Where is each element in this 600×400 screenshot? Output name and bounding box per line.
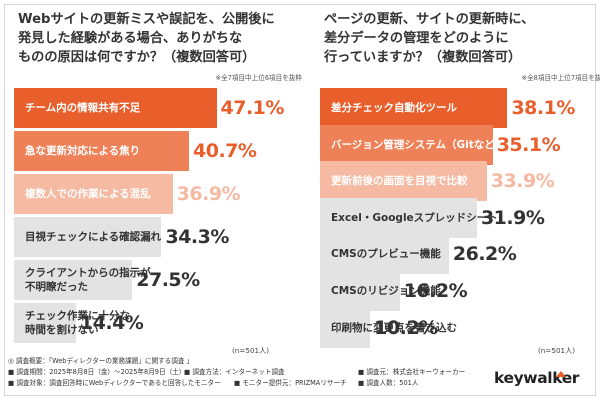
left-bar (14, 88, 217, 128)
right-bar-row: CMSのリビジョン機能 16.2% (320, 271, 600, 311)
left-bar-category-label: チェック作業に十分な 時間を割けない (25, 310, 130, 336)
survey-sponsor: ■ 調査元：株式会社キーウォーカー (358, 367, 466, 376)
left-bar-category-label: 急な更新対応による焦り (25, 145, 141, 157)
right-bar-value-label: 38.1% (511, 97, 575, 119)
survey-provider: ■ モニター提供元：PRIZMAリサーチ (234, 378, 347, 387)
right-bar-value-label: 31.9% (480, 206, 545, 229)
survey-title: ◎ 調査概要：「Webディレクターの業務課題」に関する調査 」 (8, 357, 194, 365)
right-bar-category-label: CMSのプレビュー機能 (331, 248, 441, 261)
left-chart-panel: Webサイトの更新ミスや誤記を、公開後に 発見した経験がある場合、ありがちな も… (14, 0, 304, 355)
keywalker-logo: keywalker (494, 369, 580, 387)
left-bar-row: 急な更新対応による焦り 40.7% (14, 131, 304, 171)
right-bar (320, 88, 508, 128)
logo-arrow-icon (556, 371, 566, 377)
right-note: ※全8項目中上位7項目を抜粋 (521, 74, 600, 82)
right-bar-row: バージョン管理システム（Gitなど） 35.1% (320, 124, 600, 165)
survey-footer: ◎ 調査概要：「Webディレクターの業務課題」に関する調査 」 ■ 調査期間：2… (8, 356, 488, 388)
right-bar-value-label: 35.1% (496, 133, 561, 156)
left-n-label: (n=501人) (232, 346, 270, 355)
right-bar-row: 差分チェック自動化ツール 38.1% (320, 88, 600, 128)
survey-method: ■ 調査方法：インターネット調査 (184, 367, 285, 376)
right-bar-row: Excel・Googleスプレッドシート 31.9% (320, 197, 600, 238)
left-bar (14, 217, 162, 257)
left-bar-value-label: 14.4% (79, 312, 144, 334)
right-bar (320, 161, 487, 202)
right-bar-category-label: CMSのリビジョン機能 (331, 285, 441, 297)
survey-target: ■ 調査対象：調査回答時にWebディレクターであると回答したモニター (8, 378, 221, 387)
left-bar-category-label: クライアントからの指示が 不明瞭だった (25, 267, 151, 293)
left-bar-category-label: チーム内の情報共有不足 (25, 102, 141, 114)
right-bar-row: 更新前後の画面を目視で比較 33.9% (320, 161, 600, 202)
right-chart-panel: ページの更新、サイトの更新時に、 差分データの管理をどのように 行っていますか？… (320, 0, 600, 355)
right-bar-category-label: Excel・Googleスプレッドシート (331, 211, 498, 224)
right-bar-category-label: 更新前後の画面を目視で比較 (331, 175, 468, 188)
left-bar-value-label: 40.7% (193, 140, 257, 162)
right-bar-value-label: 10.2% (374, 316, 438, 339)
right-bar (320, 271, 400, 311)
left-bar-value-label: 27.5% (136, 269, 200, 291)
left-bar-category-label: 目視チェックによる確認漏れ (25, 231, 162, 243)
left-bar-row: チーム内の情報共有不足 47.1% (14, 88, 304, 128)
right-bar (320, 307, 371, 348)
right-bar (320, 124, 493, 165)
right-bar-value-label: 26.2% (452, 243, 517, 266)
left-bar-value-label: 34.3% (165, 226, 229, 248)
right-bar-category-label: 差分チェック自動化ツール (331, 102, 457, 114)
right-bar-value-label: 33.9% (490, 170, 555, 193)
right-bar-row: CMSのプレビュー機能 26.2% (320, 234, 600, 275)
left-bar (14, 174, 173, 214)
left-bar (14, 260, 133, 300)
right-question: ページの更新、サイトの更新時に、 差分データの管理をどのように 行っていますか？… (324, 12, 535, 65)
left-bar-row: チェック作業に十分な 時間を割けない 14.4% (14, 303, 304, 343)
left-bar-value-label: 36.9% (176, 183, 241, 205)
right-n-label: (n=501人) (538, 346, 576, 355)
left-question: Webサイトの更新ミスや誤記を、公開後に 発見した経験がある場合、ありがちな も… (18, 12, 275, 65)
survey-period: ■ 調査期間：2025年8月8日（金）〜2025年8月9日（土） (8, 367, 186, 376)
left-bar (14, 131, 189, 171)
left-bar-row: クライアントからの指示が 不明瞭だった 27.5% (14, 260, 304, 300)
right-bar (320, 197, 477, 238)
left-bar-value-label: 47.1% (220, 97, 285, 119)
left-bar (14, 303, 76, 343)
survey-count: ■ 調査人数：501人 (358, 378, 419, 387)
right-bar (320, 234, 449, 275)
left-bar-row: 複数人での作業による混乱 36.9% (14, 174, 304, 214)
left-bar-category-label: 複数人での作業による混乱 (25, 188, 151, 200)
right-bar-category-label: バージョン管理システム（Gitなど） (331, 138, 506, 151)
left-bar-row: 目視チェックによる確認漏れ 34.3% (14, 217, 304, 257)
left-note: ※全7項目中上位6項目を抜粋 (215, 74, 302, 82)
right-bar-category-label: 印刷物に変更点を書き込む (331, 321, 457, 334)
right-bar-value-label: 16.2% (403, 280, 468, 302)
right-bar-row: 印刷物に変更点を書き込む 10.2% (320, 307, 600, 348)
